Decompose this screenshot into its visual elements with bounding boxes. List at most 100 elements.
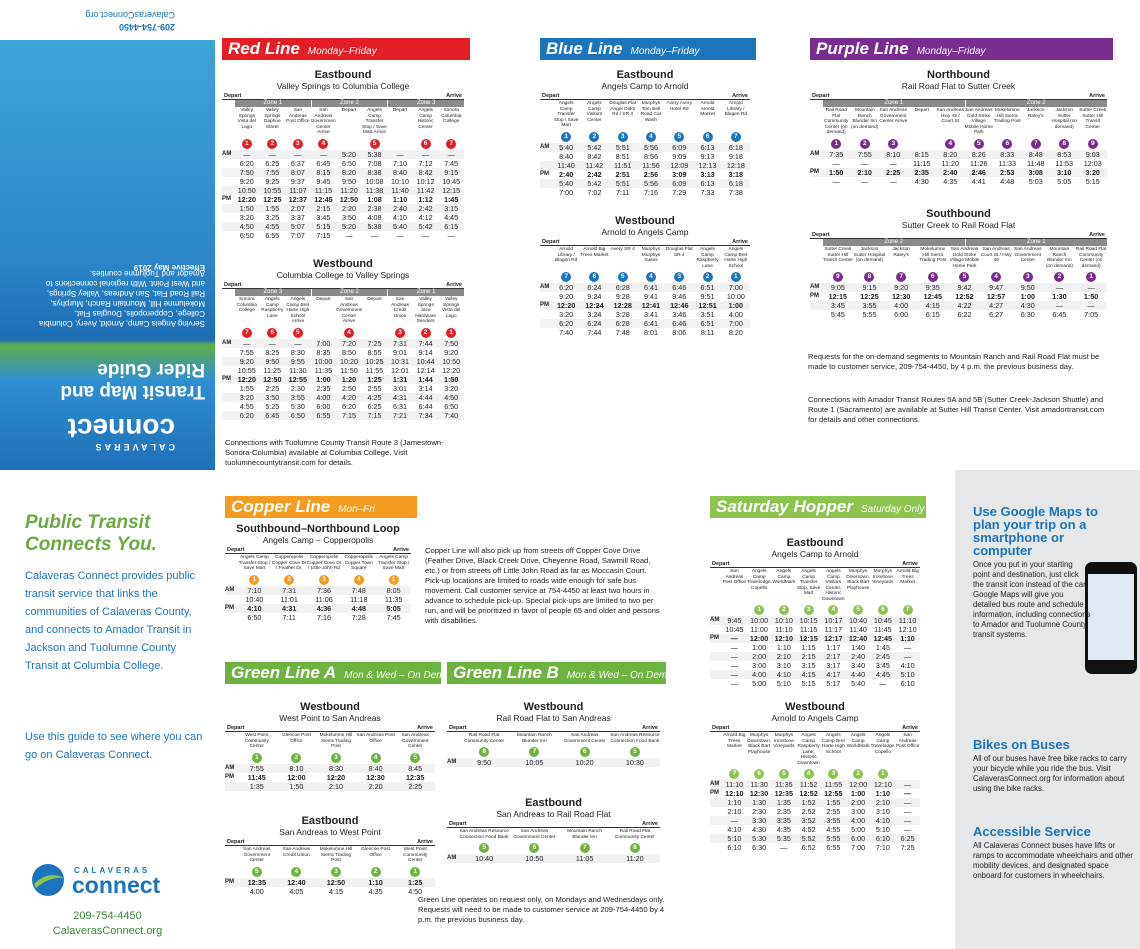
time-row: 1:10 1:30 1:35 1:52 1:55 2:00 2:10—	[710, 798, 920, 807]
schedule: Westbound Columbia College to Valley Spri…	[222, 255, 465, 420]
time: 5:10	[895, 670, 920, 679]
time-row: AM 7:55 8:10 8:30 8:40 8:45	[225, 763, 435, 773]
time: 12:25	[860, 292, 879, 301]
stop-number: 4	[803, 769, 814, 779]
period-head	[222, 296, 234, 326]
time: 9:42	[948, 283, 981, 292]
depart-label: Depart	[224, 282, 242, 288]
time: —	[895, 816, 920, 825]
period: PM	[225, 603, 237, 613]
time: 12:15	[828, 292, 848, 301]
stop-number-cell: 3	[387, 326, 413, 339]
time: 10:44	[412, 356, 439, 366]
period	[710, 834, 722, 843]
time: —	[861, 158, 869, 168]
time-row: PM 12:20 12:50 12:55 1:00 1:20 1:25 1:31 1:44 1:5…	[222, 374, 464, 384]
time: 8:10	[879, 149, 908, 159]
stop-number: 1	[754, 605, 765, 615]
period	[222, 348, 234, 357]
route-banner: Saturday Hopper Saturday Only	[710, 496, 926, 518]
time: 1:12	[418, 194, 433, 204]
time: —	[1075, 283, 1107, 292]
time: 4:00	[885, 301, 917, 310]
stop-name: Mokelumne Hill Sierra Trading Post	[993, 108, 1021, 124]
time: 4:55	[239, 401, 254, 411]
time: 10:30	[609, 758, 660, 767]
stop-name: Angels Camp Raspberry Lane, Historic Dow…	[797, 733, 820, 766]
direction: Westbound	[313, 258, 373, 270]
direction: Eastbound	[301, 815, 359, 827]
cover-effective: Effective May 2019	[133, 263, 205, 272]
time: 11:05	[559, 854, 610, 863]
stop-number-cell: 5	[610, 745, 660, 758]
time: 2:30	[752, 807, 767, 816]
stop-number-cell: 3	[307, 573, 342, 586]
stop-name: Murphys Downtown, Black Bart Playhouse	[747, 733, 771, 755]
stop-number: 2	[702, 272, 713, 282]
period: AM	[225, 763, 237, 773]
stop-number: 6	[877, 605, 888, 615]
period-head	[710, 603, 722, 616]
time: 8:50	[341, 347, 356, 357]
time-row: 5:45 5:55 6:00 6:15 6:22 6:27 6:30 6:45 7:05	[810, 310, 1107, 319]
stop-number: 4	[353, 574, 364, 585]
time: 9:45	[316, 176, 331, 186]
stop-number-cell: 7	[560, 841, 610, 854]
time: 11:51	[608, 160, 637, 170]
stop-number-cell: 1	[237, 573, 272, 586]
time: —	[722, 652, 747, 661]
time: 9:18	[728, 151, 743, 161]
route-note: Copper Line will also pick up from stree…	[425, 546, 660, 625]
stop-number: 4	[645, 272, 656, 282]
time: 12:20	[552, 301, 581, 310]
stop-name: Jackson Raley's	[892, 247, 910, 258]
time: 6:10	[900, 679, 915, 688]
time: 5:17	[826, 679, 841, 688]
time-row: — 5:00 5:10 5:15 5:17 5:40 — 6:10	[710, 679, 920, 688]
header-row: Sonora Columbia College Angels Camp Raspb…	[222, 296, 464, 326]
depart-arrive: Depart Arrive	[225, 839, 435, 846]
stop-number: 3	[330, 752, 341, 763]
stop-number-cell: 6	[993, 137, 1022, 150]
stop-number-cell: 1	[822, 137, 851, 150]
time: 2:55	[367, 383, 382, 393]
time-row: 5:10 5:30 5:35 5:52 5:55 6:00 6:10 6:25	[710, 834, 920, 843]
time: 7:48	[341, 585, 377, 595]
time: 3:18	[728, 169, 744, 179]
stop-number-cell: 4	[796, 767, 821, 780]
time: 8:45	[395, 763, 435, 773]
period	[225, 595, 237, 604]
stop-number: 4	[370, 752, 381, 763]
time: 12:00	[746, 634, 772, 643]
stop-number-cell: 7	[509, 745, 559, 758]
time: 7:15	[336, 410, 362, 420]
time: 4:22	[948, 301, 981, 310]
stop-number-cell: 1	[237, 751, 277, 764]
time: 11:20	[609, 854, 660, 863]
time: 11:10	[775, 625, 793, 634]
time: 3:20	[239, 212, 254, 222]
stop-number: 4	[645, 131, 656, 142]
time: 1:45	[875, 643, 890, 652]
time: 7:25	[361, 338, 388, 348]
time: 2:10	[316, 781, 356, 791]
time: 9:14	[418, 347, 433, 357]
period	[222, 177, 234, 186]
stop-number: 4	[945, 138, 956, 149]
stop-number: 5	[674, 131, 685, 142]
depart-label: Depart	[227, 839, 245, 845]
time: 1:10	[895, 634, 920, 643]
stop-name: Angels Camp WorldMark	[846, 733, 870, 749]
time: 8:38	[361, 167, 388, 177]
time-row: 4:50 4:55 5:07 5:15 5:20 5:38 5:40 5:42 6:15	[222, 221, 464, 231]
time: 7:10	[393, 158, 408, 168]
time-row: —4:00 4:10 4:15 4:17 4:40 4:45 5:10	[710, 670, 920, 679]
stop-name: San Andreas Government Center Arrive	[336, 297, 362, 324]
stop-number: 1	[388, 574, 399, 585]
time: 7:55	[850, 149, 879, 159]
stop-name: Angels Camp Raspberry Lane	[261, 297, 284, 319]
stop-number-cell	[311, 326, 337, 339]
time: 1:40	[851, 643, 866, 652]
stop-number: 5	[479, 843, 490, 853]
time: —	[422, 230, 430, 240]
